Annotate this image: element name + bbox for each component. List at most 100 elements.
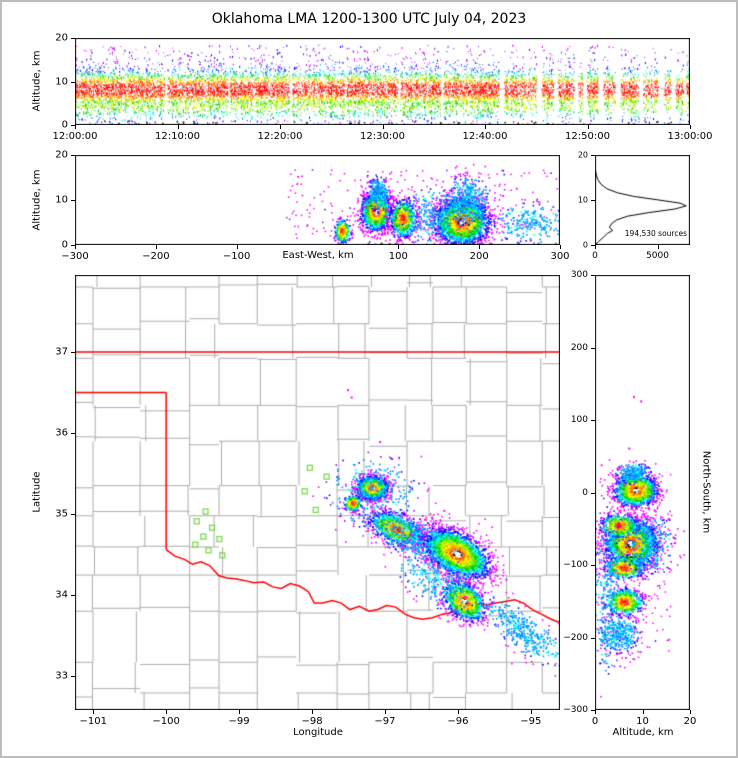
tick-mark <box>657 245 659 249</box>
tick-label: 12:50:00 <box>565 131 610 142</box>
tick-label: 12:00:00 <box>52 131 98 142</box>
tick-mark <box>75 125 76 129</box>
tick-mark <box>236 245 238 249</box>
tick-mark <box>71 125 75 126</box>
tick-label: 12:20:00 <box>257 131 303 142</box>
tick-label: 37 <box>55 346 68 358</box>
tick-label: −95 <box>520 716 542 727</box>
tick-label: 12:10:00 <box>155 131 200 142</box>
tick-mark <box>71 675 75 677</box>
tick-mark <box>166 710 168 714</box>
tick-mark <box>71 351 75 353</box>
tick-label: 33 <box>55 670 68 682</box>
tick-label: −300 <box>61 251 89 262</box>
tick-label: 20 <box>683 716 697 727</box>
tick-label: 200 <box>570 342 588 353</box>
tick-label: 10 <box>577 195 588 205</box>
tick-mark <box>591 565 595 566</box>
tick-label: 0 <box>61 239 68 251</box>
east-west-cross-section-canvas <box>75 155 560 245</box>
tick-mark <box>591 155 595 156</box>
tick-mark <box>591 245 595 246</box>
tick-label: 300 <box>570 270 588 280</box>
tick-label: 35 <box>55 508 68 520</box>
ns-panel-x-axis-label: Altitude, km <box>612 727 674 738</box>
tick-label: 100 <box>570 415 588 425</box>
tick-label: 0 <box>592 251 598 261</box>
tick-mark <box>382 125 384 129</box>
tick-mark <box>587 125 589 129</box>
tick-label: 20 <box>577 150 588 160</box>
tick-mark <box>591 637 595 639</box>
tick-mark <box>280 125 281 129</box>
tick-label: −98 <box>301 716 323 727</box>
tick-mark <box>384 710 386 714</box>
time-panel-y-axis-label: Altitude, km <box>31 50 43 112</box>
tick-mark <box>485 125 486 129</box>
tick-label: 300 <box>550 251 570 262</box>
tick-mark <box>71 245 75 246</box>
tick-mark <box>71 38 75 39</box>
ew-panel-y-axis-label: Altitude, km <box>31 169 43 231</box>
tick-mark <box>591 275 595 276</box>
tick-mark <box>560 245 561 249</box>
tick-mark <box>93 710 95 714</box>
ew-panel-x-axis-label: East-West, km <box>282 250 354 261</box>
tick-label: −200 <box>142 251 170 262</box>
tick-label: −99 <box>228 716 250 727</box>
tick-mark <box>312 710 314 714</box>
tick-label: 12:40:00 <box>462 131 508 142</box>
tick-mark <box>591 200 595 201</box>
ns-panel-y-axis-label: North-South, km <box>700 450 712 534</box>
tick-mark <box>595 710 596 714</box>
tick-mark <box>75 245 76 249</box>
north-south-cross-section-canvas <box>595 275 690 710</box>
tick-mark <box>591 420 595 421</box>
tick-label: −200 <box>563 632 588 643</box>
tick-mark <box>591 347 595 349</box>
tick-label: 0 <box>591 716 599 727</box>
figure-title: Oklahoma LMA 1200-1300 UTC July 04, 2023 <box>211 11 527 27</box>
tick-label: 200 <box>469 251 489 262</box>
tick-label: 13:00:00 <box>667 131 713 142</box>
tick-label: 34 <box>55 589 68 601</box>
tick-label: 100 <box>388 251 408 262</box>
tick-mark <box>71 200 75 201</box>
tick-mark <box>457 710 459 714</box>
tick-mark <box>177 125 179 129</box>
tick-mark <box>71 81 75 83</box>
tick-mark <box>642 710 644 714</box>
tick-label: 5000 <box>646 251 669 261</box>
tick-mark <box>239 710 241 714</box>
tick-mark <box>591 710 595 711</box>
plan-view-map-canvas <box>75 275 560 710</box>
tick-label: 10 <box>55 194 68 206</box>
tick-mark <box>530 710 532 714</box>
map-y-axis-label: Latitude <box>31 471 43 513</box>
time-height-panel-canvas <box>75 38 690 125</box>
tick-label: −100 <box>222 251 251 262</box>
tick-label: 20 <box>55 149 68 161</box>
tick-label: 36 <box>55 427 68 439</box>
tick-mark <box>71 155 75 156</box>
tick-label: −100 <box>152 716 180 727</box>
tick-mark <box>690 125 691 129</box>
tick-mark <box>71 594 75 596</box>
tick-label: 0 <box>582 487 588 498</box>
tick-mark <box>690 710 691 714</box>
tick-mark <box>398 245 400 249</box>
map-x-axis-label: Longitude <box>293 727 343 738</box>
tick-label: 10 <box>636 716 649 727</box>
tick-mark <box>155 245 157 249</box>
tick-mark <box>71 513 75 515</box>
tick-mark <box>71 432 75 434</box>
tick-label: 0 <box>61 119 68 131</box>
tick-label: 20 <box>55 32 68 44</box>
altitude-histogram-canvas <box>595 155 690 245</box>
tick-label: −96 <box>447 716 469 727</box>
tick-label: −101 <box>79 716 107 727</box>
tick-mark <box>479 245 481 249</box>
tick-label: 12:30:00 <box>360 131 405 142</box>
tick-mark <box>591 492 595 494</box>
